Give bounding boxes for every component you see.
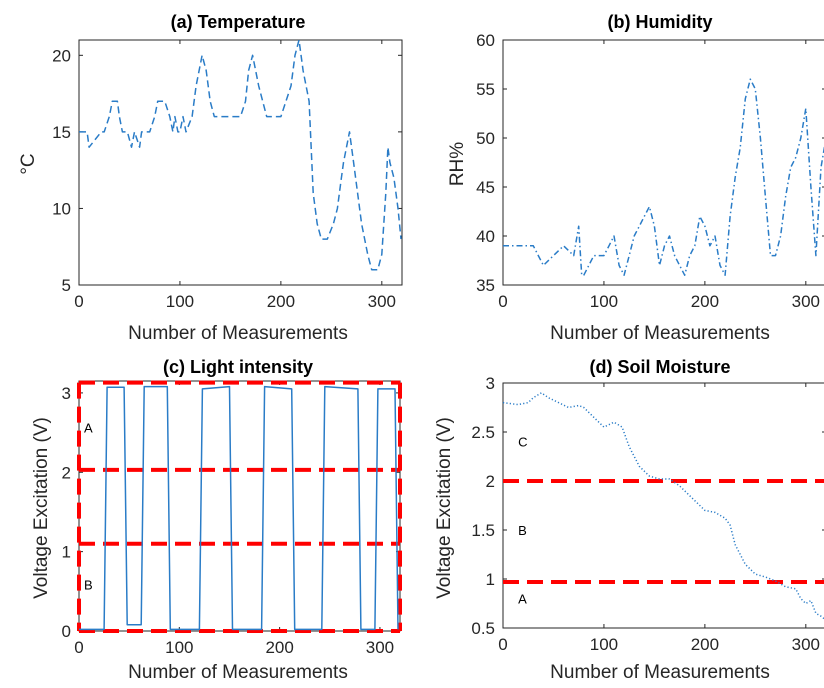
- light-ytick-label: 1: [62, 543, 71, 562]
- temperature-xtick-label: 100: [166, 292, 194, 311]
- temperature-axes-box: [78, 39, 403, 286]
- humidity-xtick-label: 100: [590, 292, 618, 311]
- soil-ytick-label: 3: [486, 374, 495, 393]
- humidity-title: (b) Humidity: [608, 12, 713, 32]
- humidity-panel: (b) Humidity Number of Measurements RH% …: [447, 12, 824, 344]
- soil-ytick-label: 1.5: [471, 521, 495, 540]
- soil-region-label: C: [518, 435, 527, 450]
- temperature-ytick-label: 10: [52, 199, 71, 218]
- light-xtick-label: 300: [366, 638, 394, 657]
- light-series-line: [79, 385, 399, 631]
- temperature-ylabel: °C: [18, 153, 39, 174]
- humidity-ytick-label: 60: [476, 31, 495, 50]
- soil-panel: (d) Soil Moisture Number of Measurements…: [434, 357, 824, 683]
- light-ylabel: Voltage Excitation (V): [31, 417, 52, 599]
- light-xlabel: Number of Measurements: [128, 662, 348, 683]
- temperature-ytick-label: 15: [52, 123, 71, 142]
- temperature-xlabel: Number of Measurements: [128, 323, 348, 344]
- soil-series-line: [502, 392, 824, 620]
- soil-xtick-label: 0: [498, 635, 507, 654]
- humidity-xtick-label: 200: [691, 292, 719, 311]
- temperature-xtick-label: 0: [74, 292, 83, 311]
- humidity-xtick-label: 300: [792, 292, 820, 311]
- temperature-panel: (a) Temperature Number of Measurements °…: [18, 12, 403, 344]
- light-region-label: B: [84, 578, 93, 593]
- humidity-axes-box: [502, 39, 824, 286]
- light-xtick-label: 0: [74, 638, 83, 657]
- light-xtick-label: 200: [265, 638, 293, 657]
- light-xtick-label: 100: [165, 638, 193, 657]
- humidity-xlabel: Number of Measurements: [550, 323, 770, 344]
- soil-ytick-label: 0.5: [471, 619, 495, 638]
- soil-xlabel: Number of Measurements: [550, 662, 770, 683]
- humidity-xtick-label: 0: [498, 292, 507, 311]
- humidity-ylabel: RH%: [447, 142, 468, 186]
- light-ytick-label: 2: [62, 463, 71, 482]
- humidity-ytick-label: 50: [476, 129, 495, 148]
- light-ytick-label: 0: [62, 622, 71, 641]
- soil-region-label: B: [518, 523, 527, 538]
- soil-title: (d) Soil Moisture: [590, 357, 731, 377]
- soil-xtick-label: 200: [691, 635, 719, 654]
- humidity-ytick-label: 55: [476, 80, 495, 99]
- humidity-series-line: [503, 78, 824, 276]
- temperature-ytick-label: 20: [52, 46, 71, 65]
- soil-ytick-label: 2: [486, 472, 495, 491]
- soil-ytick-label: 2.5: [471, 423, 495, 442]
- soil-ylabel: Voltage Excitation (V): [434, 417, 455, 599]
- temperature-series-line: [79, 39, 402, 271]
- temperature-ytick-label: 5: [62, 276, 71, 295]
- light-panel: (c) Light intensity Number of Measuremen…: [31, 357, 402, 683]
- soil-axes-box: [502, 382, 824, 629]
- soil-xtick-label: 300: [792, 635, 820, 654]
- temperature-xtick-label: 200: [267, 292, 295, 311]
- temperature-xtick-label: 300: [368, 292, 396, 311]
- temperature-title: (a) Temperature: [171, 12, 306, 32]
- light-title: (c) Light intensity: [163, 357, 313, 377]
- soil-ytick-label: 1: [486, 570, 495, 589]
- soil-xtick-label: 100: [590, 635, 618, 654]
- humidity-ytick-label: 45: [476, 178, 495, 197]
- soil-region-label: A: [518, 592, 527, 607]
- light-region-label: A: [84, 421, 93, 436]
- humidity-ytick-label: 35: [476, 276, 495, 295]
- humidity-ytick-label: 40: [476, 227, 495, 246]
- light-ytick-label: 3: [62, 384, 71, 403]
